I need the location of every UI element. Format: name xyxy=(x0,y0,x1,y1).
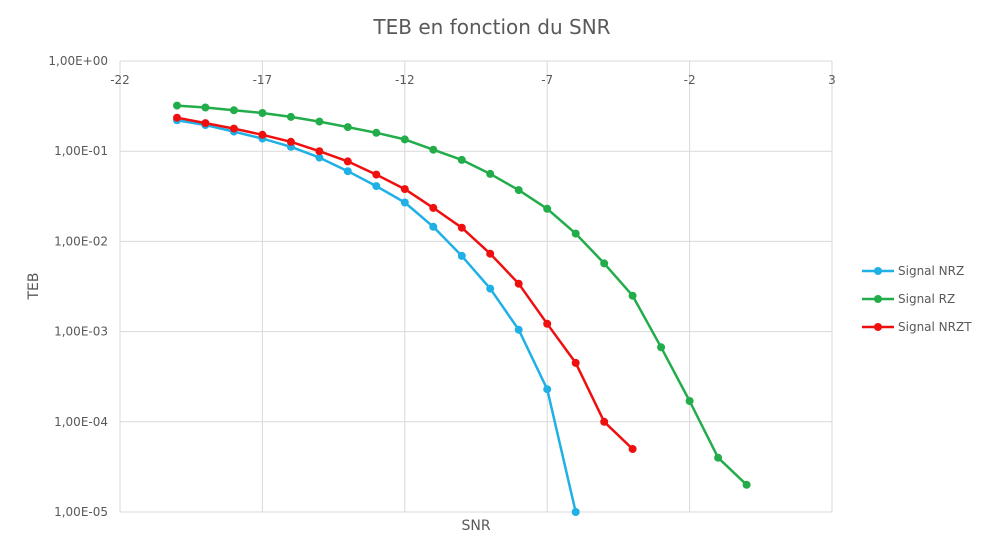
series-line xyxy=(176,119,577,513)
data-point xyxy=(457,251,466,260)
data-point xyxy=(372,170,381,179)
chart-title: TEB en fonction du SNR xyxy=(372,15,610,39)
data-point xyxy=(343,123,352,132)
data-point xyxy=(571,358,580,367)
data-point xyxy=(514,279,523,288)
data-point xyxy=(543,319,552,328)
x-tick-label: -12 xyxy=(395,73,415,87)
data-point xyxy=(229,106,238,115)
data-point xyxy=(714,453,723,462)
grid-layer xyxy=(119,60,833,513)
data-point xyxy=(286,137,295,146)
data-point xyxy=(372,182,381,191)
y-tick-label: 1,00E-05 xyxy=(54,505,108,519)
data-point xyxy=(628,445,637,453)
data-point xyxy=(543,385,552,394)
data-point xyxy=(429,222,438,231)
y-tick-label: 1,00E-01 xyxy=(54,144,108,158)
x-tick-label: 3 xyxy=(828,73,836,87)
data-point xyxy=(457,155,466,164)
data-point xyxy=(400,198,409,207)
tick-layer: 1,00E+00 1,00E-01 1,00E-02 1,00E-03 1,00E-04… xyxy=(48,54,835,519)
series-layer xyxy=(173,101,751,516)
data-point xyxy=(429,145,438,154)
legend-swatch-marker xyxy=(874,267,882,275)
data-point xyxy=(173,101,181,110)
x-tick-label: -2 xyxy=(684,73,696,87)
y-tick-label: 1,00E-04 xyxy=(54,415,108,429)
legend-swatch-marker xyxy=(874,323,882,331)
data-point xyxy=(201,103,210,112)
data-point xyxy=(315,117,324,126)
data-point xyxy=(657,343,666,352)
legend-label: Signal NRZ xyxy=(898,264,964,278)
series-signal-rz xyxy=(173,101,751,489)
data-point xyxy=(457,223,466,232)
data-point xyxy=(486,249,495,258)
legend-label: Signal RZ xyxy=(898,292,955,306)
y-tick-label: 1,00E+00 xyxy=(48,54,108,68)
x-tick-label: -22 xyxy=(110,73,130,87)
data-point xyxy=(258,130,267,139)
x-tick-label: -7 xyxy=(541,73,553,87)
data-point xyxy=(600,417,609,426)
data-point xyxy=(571,229,580,238)
legend-swatch-marker xyxy=(874,295,882,303)
x-axis-title: SNR xyxy=(461,518,490,534)
x-tick-label: -17 xyxy=(253,73,273,87)
data-point xyxy=(343,157,352,166)
y-tick-label: 1,00E-03 xyxy=(54,325,108,339)
data-point xyxy=(173,113,181,122)
data-point xyxy=(201,119,210,128)
data-point xyxy=(685,397,694,405)
data-point xyxy=(742,480,751,489)
legend-item: Signal NRZ xyxy=(862,264,964,278)
data-point xyxy=(486,169,495,178)
data-point xyxy=(486,284,495,293)
data-point xyxy=(315,147,324,156)
y-axis-title: TEB xyxy=(26,272,42,300)
data-point xyxy=(571,508,580,516)
legend-item: Signal RZ xyxy=(862,292,955,306)
data-point xyxy=(258,109,267,117)
data-point xyxy=(400,135,409,144)
data-point xyxy=(400,185,409,194)
series-signal-nrzt xyxy=(173,113,637,453)
data-point xyxy=(628,291,637,300)
data-point xyxy=(315,153,324,162)
legend-label: Signal NRZT xyxy=(898,320,972,334)
data-point xyxy=(343,167,352,176)
data-point xyxy=(600,259,609,268)
legend: Signal NRZ Signal RZ Signal NRZT xyxy=(862,264,972,334)
data-point xyxy=(514,325,523,334)
data-point xyxy=(229,124,238,133)
data-point xyxy=(286,112,295,121)
data-point xyxy=(543,204,552,213)
data-point xyxy=(429,203,438,212)
y-tick-label: 1,00E-02 xyxy=(54,234,108,248)
data-point xyxy=(514,186,523,195)
data-point xyxy=(372,128,381,137)
legend-item: Signal NRZT xyxy=(862,320,972,334)
